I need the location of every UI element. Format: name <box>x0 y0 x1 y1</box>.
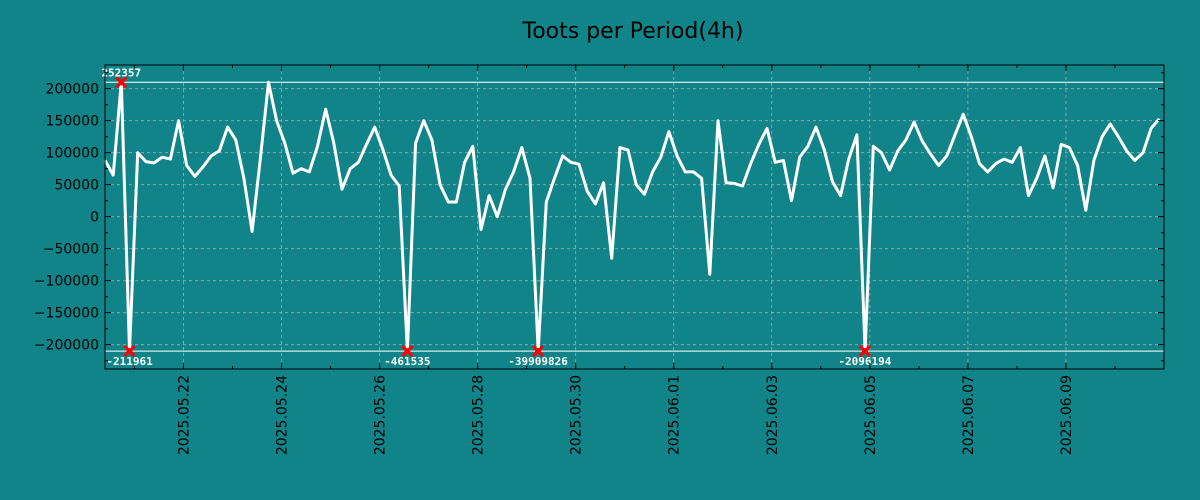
annotation-dot <box>404 348 411 355</box>
annotation-dot <box>118 79 125 86</box>
x-tick-label: 2025.06.03 <box>765 375 781 455</box>
grid <box>105 65 1164 369</box>
y-tick-label: −200000 <box>34 338 99 354</box>
x-tick-label: 2025.05.28 <box>471 375 487 455</box>
y-tick-label: −150000 <box>34 306 99 322</box>
annotations-group: 252357 -211961 -461535 -39909826 -2096194 <box>101 66 891 368</box>
x-axis: 2025.05.22 2025.05.24 2025.05.26 2025.05.28… <box>133 65 1116 455</box>
y-tick-label: 50000 <box>54 178 99 194</box>
x-tick-label: 2025.06.07 <box>961 375 977 455</box>
x-tick-label: 2025.06.09 <box>1059 375 1075 455</box>
y-tick-label: 150000 <box>46 114 99 130</box>
x-tick-label: 2025.05.26 <box>373 375 389 455</box>
x-tick-label: 2025.06.01 <box>667 375 683 455</box>
y-tick-label: 0 <box>90 210 99 226</box>
annotation-dot <box>861 348 868 355</box>
x-tick-label: 2025.06.05 <box>863 375 879 455</box>
annotation-label: -2096194 <box>838 355 891 368</box>
annotation-dot <box>126 348 133 355</box>
annotation-dot <box>535 348 542 355</box>
series-group <box>103 80 1161 353</box>
chart-title: Toots per Period(4h) <box>522 19 744 44</box>
x-tick-label: 2025.05.30 <box>569 375 585 455</box>
annotation-label: 252357 <box>101 66 141 79</box>
y-tick-label: 100000 <box>46 146 99 162</box>
annotation-label: -39909826 <box>508 355 568 368</box>
annotation-label: -211961 <box>106 355 153 368</box>
y-tick-label: −50000 <box>43 242 99 258</box>
y-tick-label: 200000 <box>46 82 99 98</box>
markers-group <box>115 76 871 358</box>
y-axis: 200000 150000 100000 50000 0 −50000 −100000 −15… <box>34 72 1164 362</box>
x-tick-label: 2025.05.22 <box>176 375 192 455</box>
y-tick-label: −100000 <box>34 274 99 290</box>
x-tick-label: 2025.05.24 <box>275 375 291 455</box>
series-line <box>103 80 1161 353</box>
reference-lines <box>105 81 1164 352</box>
annotation-label: -461535 <box>384 355 430 368</box>
